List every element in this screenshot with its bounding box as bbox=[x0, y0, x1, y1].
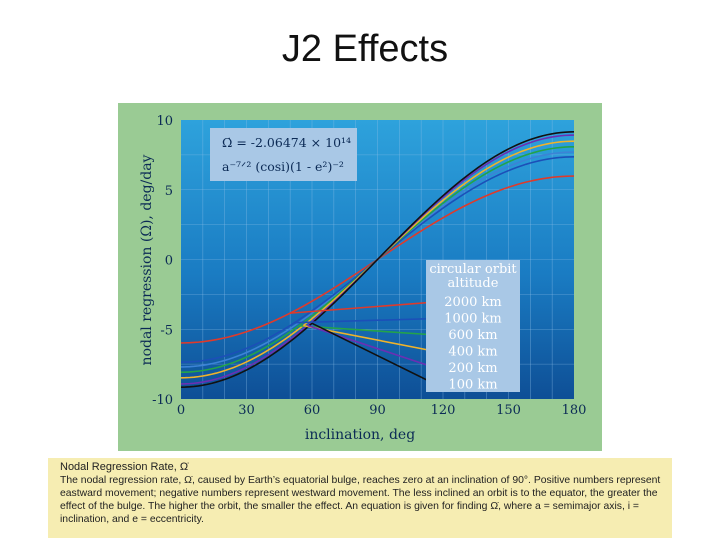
legend-leader-line bbox=[294, 317, 437, 324]
formula-line-1: Ω̇ = -2.06474 × 10¹⁴ bbox=[222, 135, 351, 150]
y-tick-label: -10 bbox=[152, 393, 173, 408]
x-tick-label: 150 bbox=[496, 403, 521, 418]
y-axis-label: nodal regression (Ω), deg/day bbox=[139, 154, 155, 365]
legend-entry: 100 km bbox=[448, 378, 497, 393]
legend-leader-line bbox=[311, 322, 437, 386]
legend-entry: 600 km bbox=[448, 328, 497, 343]
chart-svg: 0 30 60 90 120 150 180 10 5 0 -5 -10 Ω̇ = -2.06474 … bbox=[139, 114, 586, 443]
x-tick-label: 60 bbox=[304, 403, 321, 418]
y-tick-label: 0 bbox=[165, 254, 173, 269]
legend-entry: 2000 km bbox=[444, 295, 501, 310]
caption-title: Nodal Regression Rate, Ω̇ bbox=[60, 461, 189, 473]
x-tick-label: 90 bbox=[369, 403, 386, 418]
x-tick-label: 30 bbox=[238, 403, 255, 418]
formula-box bbox=[210, 128, 357, 181]
legend-title-1: circular orbit bbox=[429, 262, 517, 277]
ticks: 0 30 60 90 120 150 180 10 5 0 -5 -10 bbox=[152, 114, 586, 418]
series-line bbox=[180, 131, 575, 388]
y-tick-label: -5 bbox=[160, 323, 173, 338]
legend-entry: 400 km bbox=[448, 345, 497, 360]
slide-title: J2 Effects bbox=[281, 28, 449, 70]
x-tick-label: 120 bbox=[431, 403, 456, 418]
x-tick-label: 0 bbox=[177, 403, 185, 418]
legend-title-2: altitude bbox=[448, 276, 499, 291]
chart-figure: 0 30 60 90 120 150 180 10 5 0 -5 -10 Ω̇ = -2.06474 … bbox=[118, 103, 602, 451]
x-tick-label: 180 bbox=[562, 403, 587, 418]
legend-entry: 1000 km bbox=[444, 312, 501, 327]
caption-box: Nodal Regression Rate, Ω̇ The nodal regr… bbox=[48, 458, 672, 538]
curves bbox=[180, 131, 575, 388]
legend-entry: 200 km bbox=[448, 361, 497, 376]
legend-leader-line bbox=[290, 301, 437, 314]
legend-box bbox=[426, 260, 520, 392]
y-tick-label: 10 bbox=[156, 114, 173, 129]
formula-line-2: a⁻⁷ᐟ² (cosi)(1 - e²)⁻² bbox=[222, 159, 344, 174]
x-axis-label: inclination, deg bbox=[305, 427, 415, 443]
caption-body: The nodal regression rate, Ω̇, caused by… bbox=[60, 475, 661, 525]
y-tick-label: 5 bbox=[165, 184, 173, 199]
